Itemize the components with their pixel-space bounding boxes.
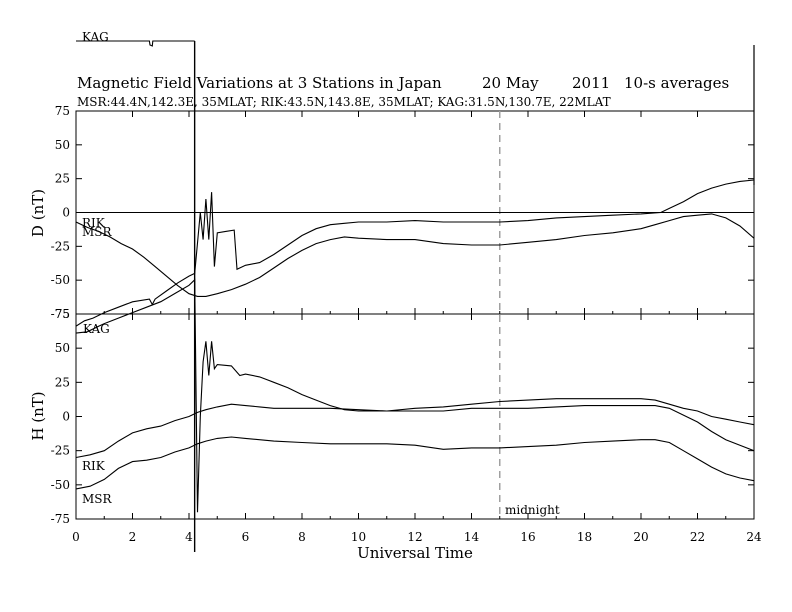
h-series-msr <box>76 436 754 490</box>
h-kag-label: KAG <box>83 322 110 336</box>
x-tick-label: 6 <box>242 530 250 544</box>
chart-title: Magnetic Field Variations at 3 Stations … <box>77 74 442 92</box>
year-text: 2011 <box>572 74 610 92</box>
h-msr-label: MSR <box>82 492 113 506</box>
date-text: 20 May <box>482 74 539 92</box>
data-traces <box>76 40 755 552</box>
d-series-msr <box>76 179 754 327</box>
x-tick-label: 14 <box>464 530 480 544</box>
x-axis-label: Universal Time <box>357 544 473 562</box>
x-tick-label: 20 <box>633 530 648 544</box>
h-rik-label: RIK <box>82 459 106 473</box>
y-tick-label: -75 <box>51 512 70 526</box>
y-tick-label: 75 <box>55 104 70 118</box>
x-tick-label: 12 <box>407 530 422 544</box>
h-axis-label: H (nT) <box>29 391 47 440</box>
d-msr-label: MSR <box>82 225 113 239</box>
x-tick-label: 8 <box>298 530 306 544</box>
y-tick-label: 50 <box>55 138 70 152</box>
x-tick-label: 24 <box>746 530 762 544</box>
x-tick-label: 0 <box>72 530 80 544</box>
x-tick-label: 18 <box>577 530 592 544</box>
top-kag-label: KAG <box>82 30 109 44</box>
y-tick-label: -25 <box>51 444 70 458</box>
x-tick-label: 10 <box>351 530 366 544</box>
h-panel-frame <box>75 313 755 520</box>
y-tick-label: 50 <box>55 341 70 355</box>
y-tick-label: 0 <box>62 206 70 220</box>
x-tick-label: 22 <box>690 530 705 544</box>
x-tick-label: 2 <box>129 530 137 544</box>
y-tick-label: -50 <box>51 273 70 287</box>
d-rik-label: RIK <box>82 216 106 230</box>
y-tick-label: 25 <box>55 172 70 186</box>
y-tick-label: -25 <box>51 239 70 253</box>
y-tick-label: -75 <box>51 307 70 321</box>
h-series-rik <box>76 403 754 459</box>
y-tick-label: 75 <box>55 307 70 321</box>
d-axis-label: D (nT) <box>29 189 47 237</box>
x-tick-label: 4 <box>185 530 193 544</box>
top-kag-series <box>76 40 195 47</box>
stations-line: MSR:44.4N,142.3E, 35MLAT; RIK:43.5N,143.… <box>77 95 611 109</box>
midnight-label: midnight <box>505 503 560 517</box>
d-series-rik <box>76 213 754 297</box>
y-tick-label: -50 <box>51 478 70 492</box>
x-tick-label: 16 <box>520 530 535 544</box>
averaging-text: 10-s averages <box>624 74 729 92</box>
y-tick-label: 0 <box>62 410 70 424</box>
h-series-kag <box>76 278 754 513</box>
y-tick-label: 25 <box>55 375 70 389</box>
